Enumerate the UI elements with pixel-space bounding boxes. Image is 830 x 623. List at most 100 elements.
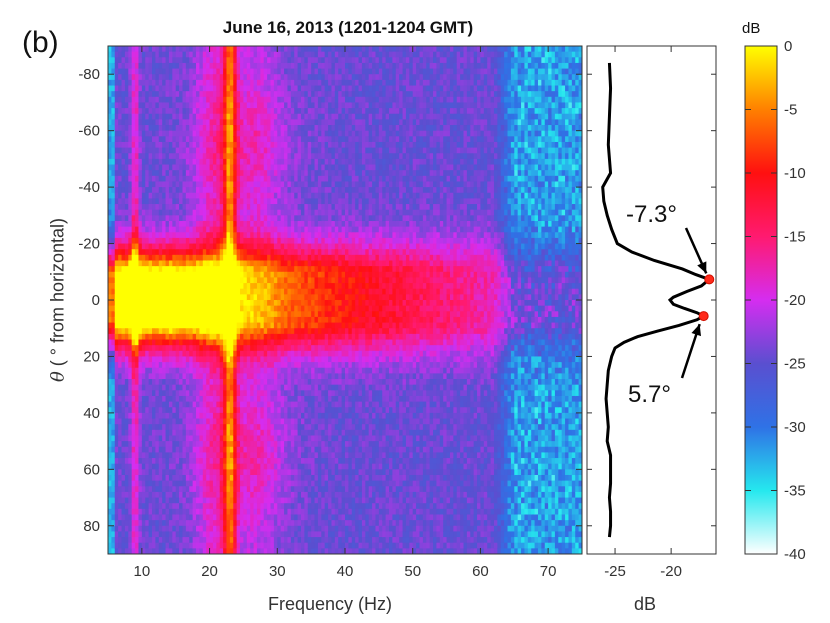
heatmap-cell	[277, 463, 282, 470]
heatmap-cell	[145, 192, 150, 199]
heatmap-cell	[162, 390, 167, 397]
heatmap-cell	[131, 209, 136, 216]
heatmap-cell	[216, 187, 221, 194]
heatmap-cell	[246, 537, 251, 544]
heatmap-cell	[280, 108, 285, 115]
heatmap-cell	[131, 294, 136, 301]
heatmap-cell	[179, 412, 184, 420]
heatmap-cell	[216, 508, 221, 516]
heatmap-cell	[212, 542, 217, 549]
heatmap-cell	[108, 170, 112, 177]
heatmap-cell	[168, 294, 173, 301]
heatmap-cell	[182, 113, 187, 120]
heatmap-cell	[233, 113, 238, 120]
heatmap-cell	[192, 158, 197, 166]
heatmap-cell	[216, 328, 221, 335]
heatmap-cell	[290, 480, 295, 487]
heatmap-cell	[226, 85, 231, 92]
heatmap-cell	[263, 412, 268, 420]
heatmap-cell	[182, 407, 187, 414]
heatmap-cell	[108, 220, 112, 228]
heatmap-cell	[202, 46, 207, 53]
heatmap-cell	[202, 74, 207, 81]
heatmap-cell	[175, 339, 180, 346]
heatmap-cell	[185, 401, 190, 408]
heatmap-cell	[240, 249, 245, 256]
heatmap-cell	[199, 130, 204, 137]
heatmap-cell	[250, 209, 255, 216]
heatmap-cell	[148, 187, 153, 194]
heatmap-cell	[182, 486, 187, 493]
heatmap-cell	[284, 51, 289, 58]
heatmap-cell	[263, 79, 268, 87]
heatmap-cell	[256, 220, 261, 228]
heatmap-cell	[267, 531, 272, 538]
heatmap-cell	[219, 153, 224, 160]
heatmap-cell	[165, 51, 170, 58]
heatmap-cell	[148, 328, 153, 335]
heatmap-cell	[219, 384, 224, 391]
heatmap-cell	[155, 220, 160, 228]
heatmap-cell	[168, 96, 173, 104]
heatmap-cell	[216, 373, 221, 380]
heatmap-cell	[185, 51, 190, 58]
heatmap-cell	[172, 91, 177, 98]
heatmap-cell	[250, 237, 255, 245]
heatmap-cell	[229, 254, 234, 262]
heatmap-cell	[267, 508, 272, 516]
heatmap-cell	[145, 458, 150, 465]
heatmap-cell	[212, 520, 217, 527]
heatmap-cell	[108, 322, 112, 329]
heatmap-cell	[277, 514, 282, 521]
heatmap-cell	[280, 412, 285, 420]
heatmap-cell	[263, 322, 268, 329]
heatmap-cell	[148, 525, 153, 533]
heatmap-cell	[284, 215, 289, 222]
heatmap-cell	[270, 531, 275, 538]
heatmap-cell	[206, 74, 211, 81]
heatmap-cell	[236, 164, 241, 171]
heatmap-cell	[256, 91, 261, 98]
heatmap-cell	[263, 46, 268, 53]
heatmap-cell	[111, 300, 116, 307]
heatmap-cell	[206, 474, 211, 482]
heatmap-cell	[158, 446, 163, 453]
heatmap-cell	[290, 147, 295, 154]
heatmap-cell	[152, 424, 156, 431]
heatmap-cell	[243, 531, 248, 538]
heatmap-cell	[145, 412, 150, 420]
heatmap-cell	[212, 57, 217, 64]
heatmap-cell	[243, 249, 248, 256]
heatmap-cell	[196, 209, 201, 216]
heatmap-cell	[141, 187, 146, 194]
heatmap-cell	[256, 333, 261, 341]
heatmap-cell	[179, 305, 184, 312]
heatmap-cell	[108, 458, 112, 465]
heatmap-cell	[121, 187, 126, 194]
heatmap-cell	[223, 147, 228, 154]
heatmap-cell	[250, 136, 255, 143]
heatmap-cell	[206, 300, 211, 307]
heatmap-cell	[260, 113, 265, 120]
heatmap-cell	[199, 254, 204, 262]
heatmap-cell	[212, 514, 217, 521]
heatmap-cell	[165, 136, 170, 143]
heatmap-cell	[141, 164, 146, 171]
heatmap-cell	[148, 412, 153, 420]
heatmap-cell	[135, 187, 140, 194]
heatmap-cell	[277, 74, 282, 81]
heatmap-cell	[148, 85, 153, 92]
heatmap-cell	[155, 367, 160, 374]
heatmap-cell	[108, 412, 112, 420]
heatmap-cell	[229, 153, 234, 160]
heatmap-cell	[189, 367, 194, 374]
heatmap-cell	[246, 175, 251, 183]
heatmap-cell	[148, 266, 153, 273]
heatmap-cell	[145, 333, 150, 341]
heatmap-cell	[135, 136, 140, 143]
heatmap-cell	[223, 328, 228, 335]
heatmap-cell	[192, 153, 197, 160]
heatmap-cell	[179, 226, 184, 233]
heatmap-cell	[236, 91, 241, 98]
heatmap-cell	[209, 463, 214, 470]
